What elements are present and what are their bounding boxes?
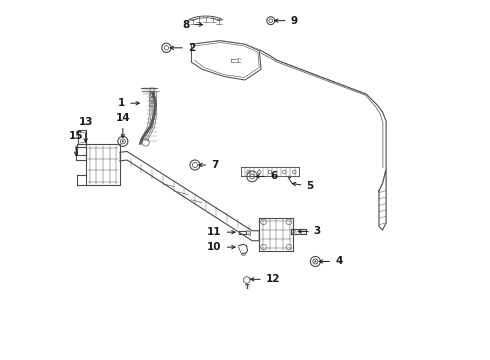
Text: 9: 9 [274, 16, 297, 26]
Text: 5: 5 [293, 181, 314, 192]
Text: 10: 10 [207, 242, 235, 252]
Polygon shape [192, 41, 261, 80]
Text: 15: 15 [69, 131, 83, 156]
Text: 14: 14 [116, 113, 130, 138]
Text: 2: 2 [171, 43, 195, 53]
Text: 6: 6 [256, 171, 277, 181]
Text: 13: 13 [78, 117, 93, 142]
Circle shape [122, 140, 124, 143]
Text: 11: 11 [207, 227, 235, 237]
Circle shape [314, 260, 317, 262]
Polygon shape [379, 169, 386, 230]
Text: 8: 8 [182, 19, 202, 30]
Text: 12: 12 [251, 274, 280, 284]
Text: 3: 3 [298, 226, 321, 237]
Text: 7: 7 [199, 160, 219, 170]
Text: 1: 1 [118, 98, 139, 108]
Text: 4: 4 [319, 256, 343, 266]
